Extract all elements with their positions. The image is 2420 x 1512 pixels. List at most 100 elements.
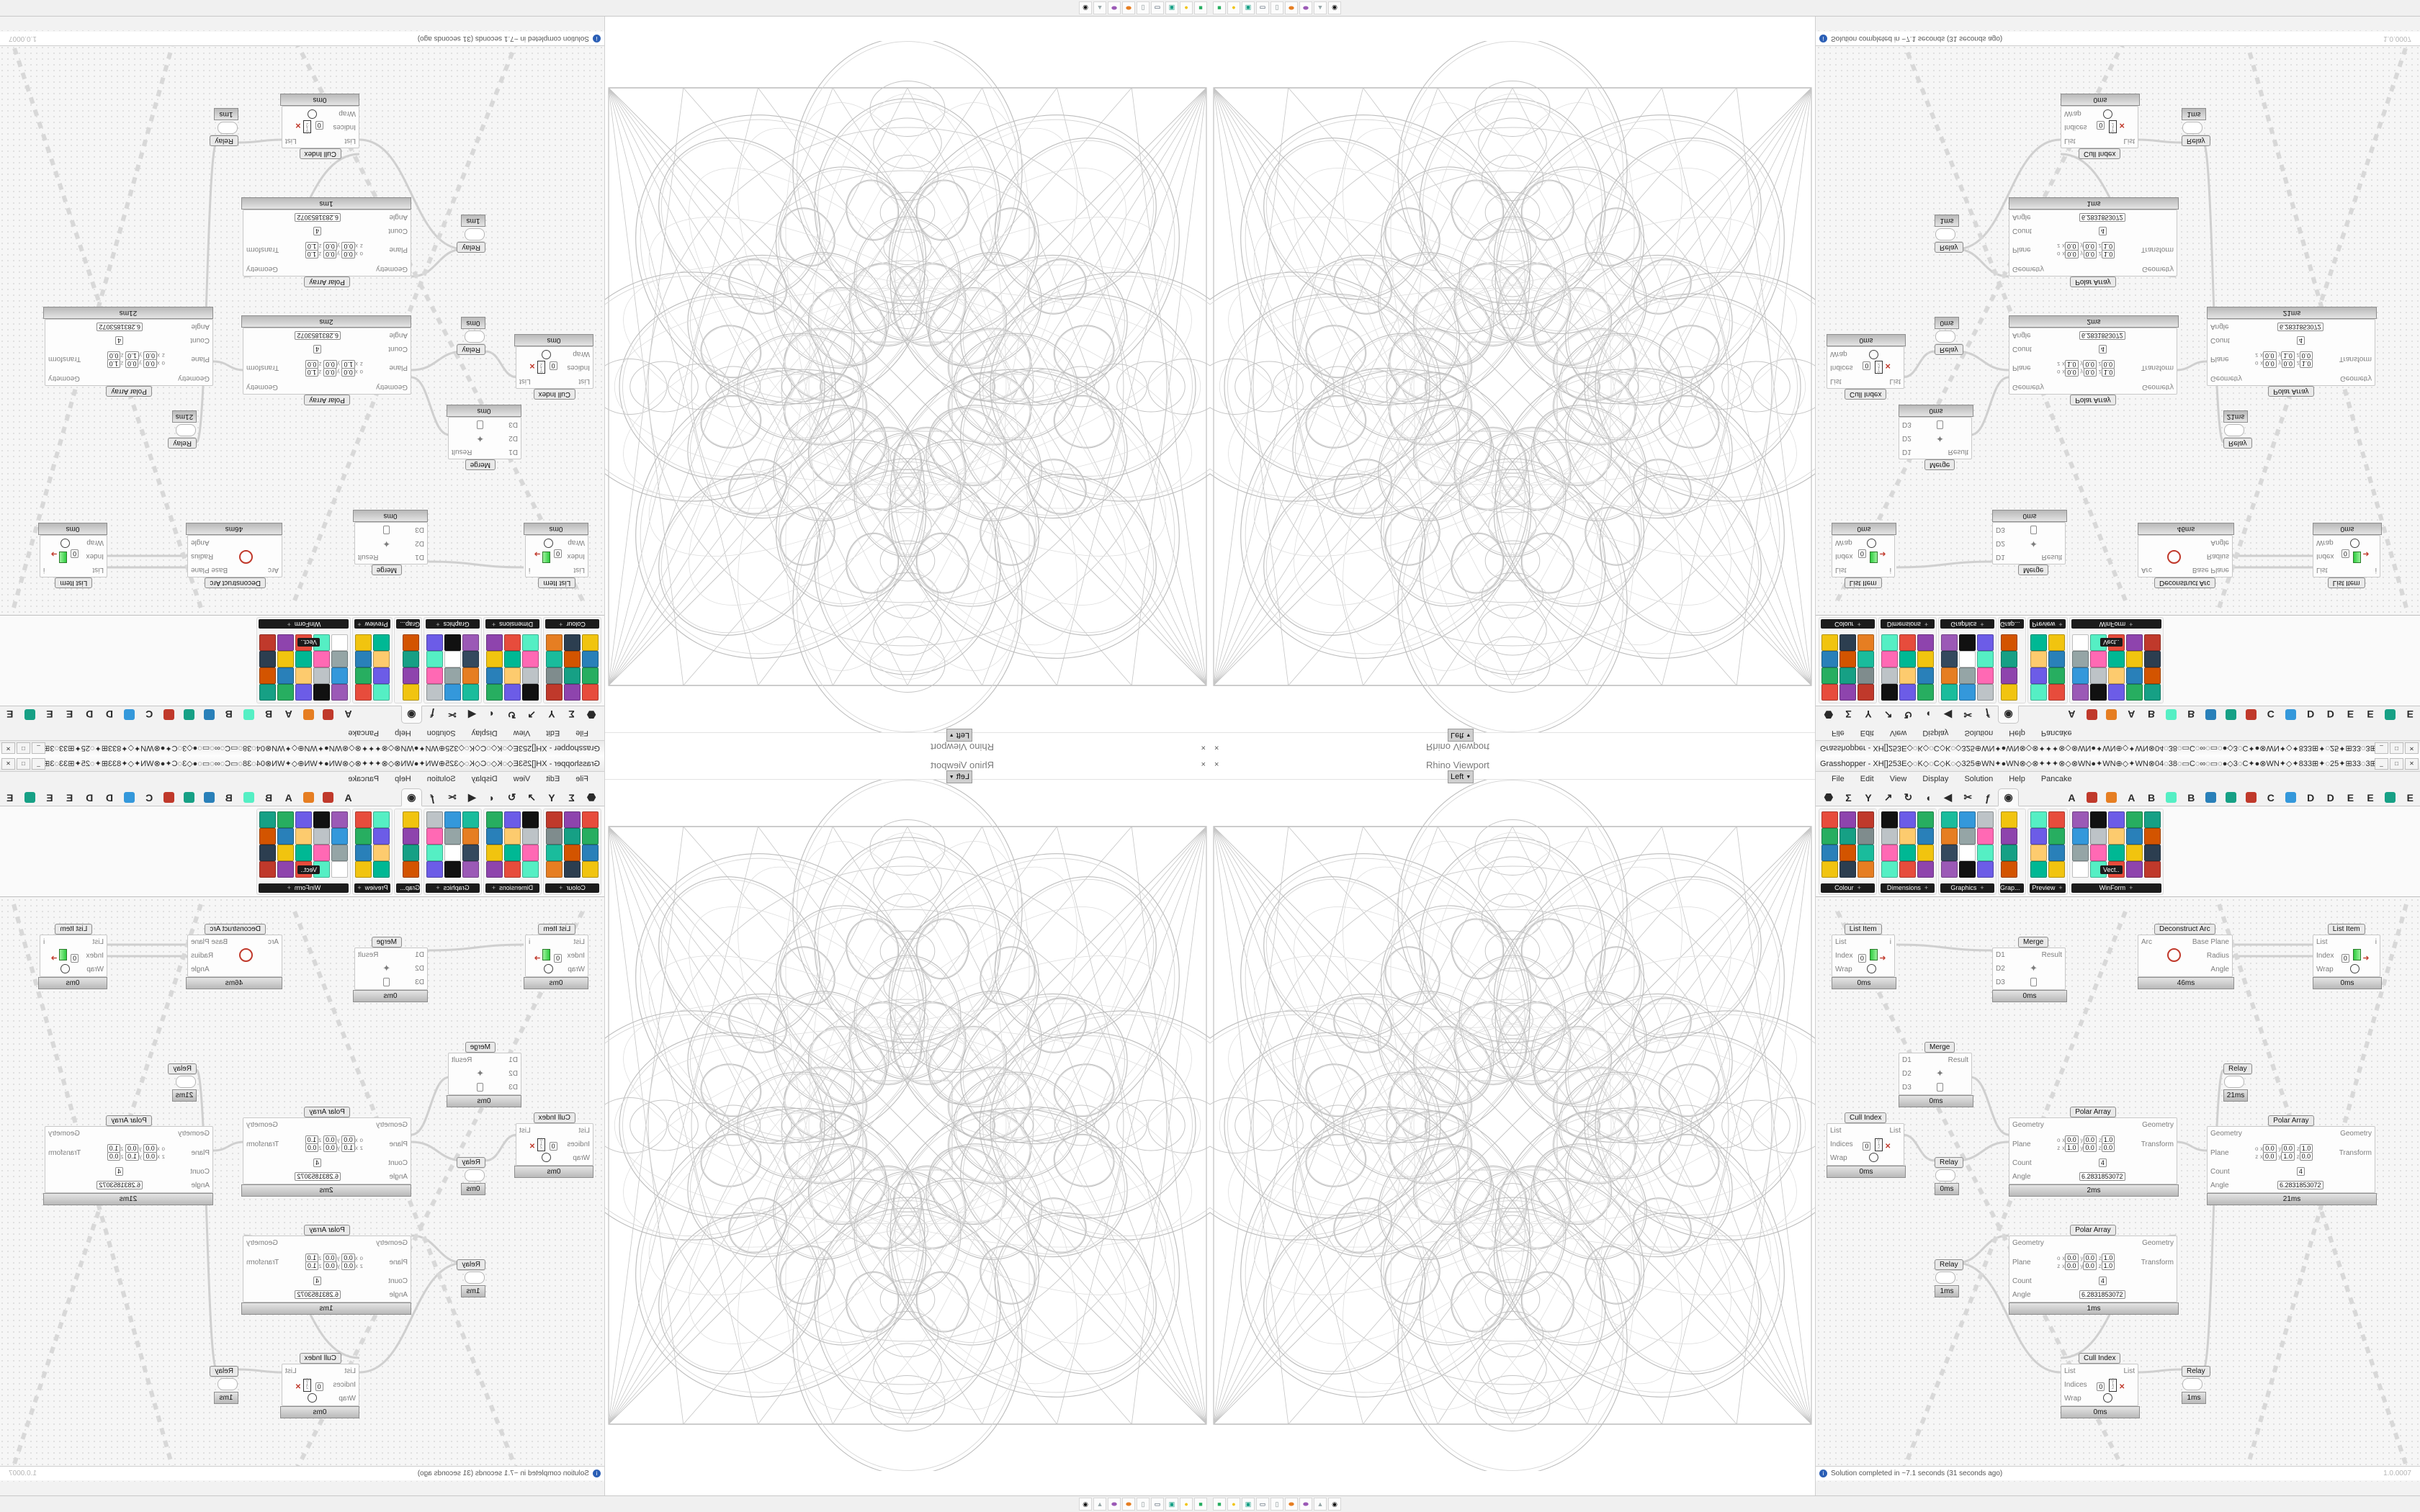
component-icon[interactable] xyxy=(2107,667,2125,684)
component-icon[interactable] xyxy=(546,651,563,667)
component-row[interactable]: List List xyxy=(282,134,359,148)
index-value[interactable]: 0 xyxy=(1857,549,1866,559)
component-row[interactable]: List i xyxy=(1832,563,1894,577)
connection-wire[interactable] xyxy=(2202,141,2225,444)
component-icon[interactable] xyxy=(373,634,390,651)
component-icon[interactable] xyxy=(2001,828,2017,845)
tab-display-icon[interactable]: ◉ xyxy=(1997,788,2020,806)
component-icon[interactable] xyxy=(2001,845,2017,861)
red-seal-icon[interactable]: ◉ xyxy=(1328,1,1341,14)
angle-value[interactable]: 6.2831853072 xyxy=(97,1181,143,1189)
component-icon[interactable] xyxy=(1899,828,1916,845)
component-icon[interactable] xyxy=(1881,845,1898,861)
component-body[interactable]: List i Index 0 ➜ Wrap xyxy=(40,935,107,977)
component-icon[interactable] xyxy=(564,684,581,701)
component-icon[interactable] xyxy=(331,651,349,667)
menu-item-display[interactable]: Display xyxy=(471,729,498,737)
tab-leaf-icon[interactable] xyxy=(318,706,339,723)
component-row[interactable]: Angle 6.2831853072 xyxy=(2009,210,2177,224)
component-icon[interactable] xyxy=(1899,861,1916,878)
tab-bird-icon[interactable] xyxy=(120,789,140,806)
component-icon[interactable] xyxy=(426,828,443,845)
close-button[interactable]: ✕ xyxy=(1,742,15,755)
component-icon[interactable] xyxy=(1977,861,1994,878)
component-row[interactable]: List List xyxy=(1827,1124,1904,1138)
quadrant-bottom-right[interactable]: × Rhino Viewport Left ▼ Grasshopper - XH xyxy=(1210,756,2420,1512)
component-icon[interactable] xyxy=(2125,667,2143,684)
component-icon[interactable] xyxy=(355,634,372,651)
tab-owl-icon[interactable] xyxy=(2201,789,2221,806)
component-row[interactable]: Angle 6.2831853072 xyxy=(2208,1179,2375,1192)
component-ribbon[interactable]: Colour + Dimensions + Graphics + Grap... Pr… xyxy=(1816,615,2420,706)
d3-empty[interactable] xyxy=(1937,420,1943,429)
tab-leaf-icon[interactable] xyxy=(2081,706,2102,723)
component-icon[interactable] xyxy=(582,811,599,828)
component-icon[interactable] xyxy=(504,667,521,684)
tab-letter-d-12[interactable]: D xyxy=(2307,791,2315,804)
gh-component-polar-array[interactable]: Polar Array Geometry Geometry Plane o x0… xyxy=(43,307,213,399)
angle-value[interactable]: 6.2831853072 xyxy=(97,323,143,331)
ribbon-icon-grid[interactable] xyxy=(1821,811,1875,878)
component-body[interactable]: Geometry Geometry Plane o x0.0 y0.0 z1.0… xyxy=(243,210,411,276)
component-icon[interactable] xyxy=(277,811,295,828)
component-icon[interactable] xyxy=(486,651,503,667)
component-icon[interactable] xyxy=(582,651,599,667)
component-icon[interactable] xyxy=(582,845,599,861)
relay-body[interactable] xyxy=(2224,1076,2244,1088)
menu-bar[interactable]: File Edit View Display Solution Help Pan… xyxy=(1816,726,2420,740)
component-icon[interactable] xyxy=(355,684,372,701)
component-row[interactable]: D1 Result xyxy=(449,445,521,459)
component-icon[interactable] xyxy=(564,651,581,667)
component-row[interactable]: D1 Result xyxy=(1993,948,2065,962)
ribbon-group-graphics[interactable]: Graphics + xyxy=(424,617,482,703)
ribbon-icon-grid[interactable] xyxy=(354,634,390,701)
component-icon[interactable] xyxy=(1857,634,1874,651)
connection-wire[interactable] xyxy=(195,1068,218,1371)
ribbon-icon-grid[interactable] xyxy=(1940,811,1994,878)
grasshopper-window[interactable]: Grasshopper - XH[]253E◇◌K◇◌C◇K◌◇325⊕WN✦●… xyxy=(1816,756,2420,1496)
plane-zz[interactable]: 0.0 xyxy=(305,360,319,369)
component-row[interactable]: Wrap xyxy=(526,963,588,976)
plane-zz[interactable]: 0.0 xyxy=(2299,351,2313,360)
component-icon[interactable] xyxy=(355,651,372,667)
connection-wire[interactable] xyxy=(1896,560,1993,569)
component-row[interactable]: D3 xyxy=(449,418,521,431)
menu-item-help[interactable]: Help xyxy=(395,729,411,737)
boolean-toggle-icon[interactable] xyxy=(1867,963,1877,973)
menu-item-view[interactable]: View xyxy=(513,729,531,737)
component-row[interactable]: D1 Result xyxy=(355,948,427,962)
boolean-toggle-icon[interactable] xyxy=(541,1152,551,1162)
gh-definition-canvas[interactable]: List Item List i Index 0 ➜ Wrap xyxy=(0,897,604,1482)
plane-zz[interactable]: 0.0 xyxy=(305,1143,319,1152)
component-row[interactable]: Count 4 xyxy=(243,342,411,356)
plane-oy[interactable]: 0.0 xyxy=(323,250,337,258)
terminal-icon[interactable]: ■ xyxy=(1194,1498,1207,1511)
taskbar[interactable]: ■ ● ▣ ▭ ▯ ⬬ ⬬ ▲ ◉ xyxy=(0,1495,1210,1512)
taskbar[interactable]: ■ ● ▣ ▭ ▯ ⬬ ⬬ ▲ ◉ xyxy=(1210,0,2420,17)
document-icon[interactable]: ▭ xyxy=(1151,1,1164,14)
component-row[interactable]: Wrap xyxy=(1827,347,1904,361)
component-icon[interactable] xyxy=(2125,634,2143,651)
boolean-toggle-icon[interactable] xyxy=(307,1392,317,1403)
component-icon[interactable] xyxy=(1917,667,1934,684)
plane-zz[interactable]: 1.0 xyxy=(2101,1261,2115,1270)
plane-oz[interactable]: 1.0 xyxy=(305,250,319,258)
gh-component-relay[interactable]: Relay 1ms xyxy=(1935,215,1963,255)
connection-wire[interactable] xyxy=(1955,138,2061,251)
tab-letter-c-10[interactable]: C xyxy=(145,791,153,804)
component-icon[interactable] xyxy=(1839,684,1856,701)
tab-letter-a-3[interactable]: A xyxy=(284,791,292,804)
count-value[interactable]: 4 xyxy=(115,336,124,345)
gh-component-merge[interactable]: Merge D1 Result D2 ✦ D3 xyxy=(447,1040,521,1107)
plane-zx[interactable]: 0.0 xyxy=(143,1152,157,1161)
component-row[interactable]: Geometry Geometry xyxy=(2208,1127,2375,1140)
gh-definition-canvas[interactable]: List Item List i Index 0 ➜ Wrap xyxy=(1816,30,2420,615)
minimize-button[interactable]: _ xyxy=(2375,742,2388,755)
ribbon-group-winform[interactable]: WinForm + xyxy=(256,809,351,895)
component-body[interactable]: Geometry Geometry Plane o x0.0 y0.0 z1.0… xyxy=(243,1117,411,1184)
